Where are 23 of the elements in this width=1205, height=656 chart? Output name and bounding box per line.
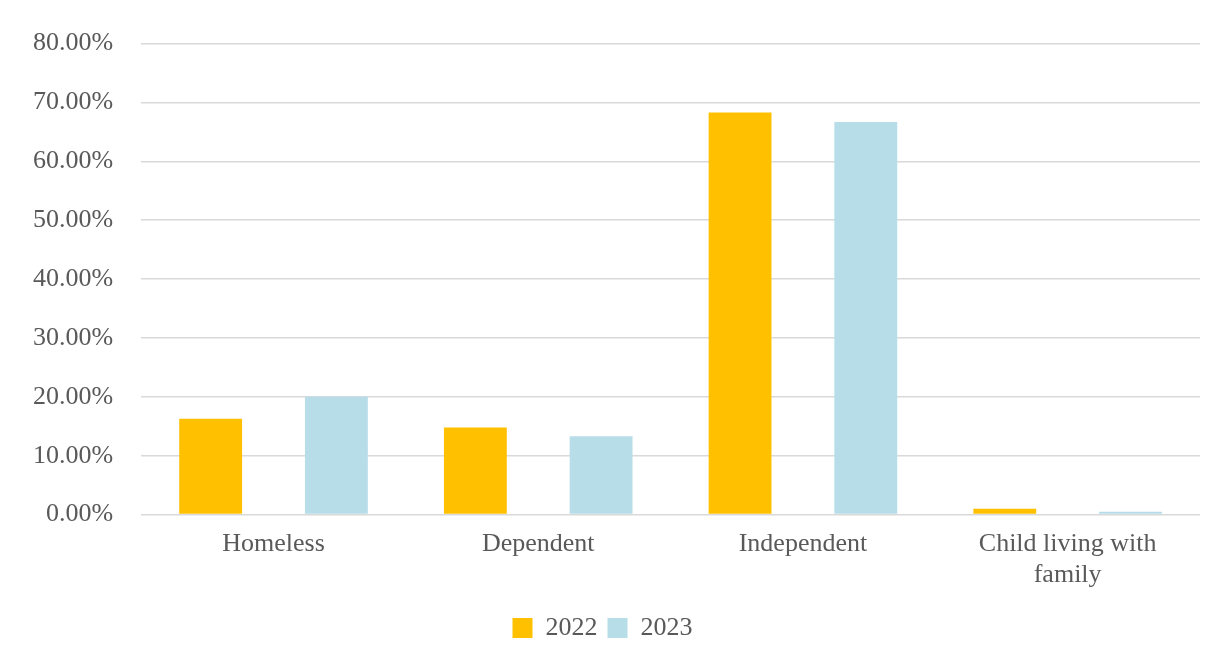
- y-tick-label: 40.00%: [32, 262, 114, 292]
- y-tick-label: 20.00%: [32, 380, 114, 410]
- y-tick-label: 80.00%: [32, 27, 114, 57]
- bar: [179, 418, 243, 514]
- x-tick-label: Homeless: [222, 528, 325, 558]
- y-tick-label: 70.00%: [32, 86, 114, 116]
- y-tick-label: 10.00%: [32, 439, 114, 469]
- y-tick-label: 60.00%: [32, 145, 114, 175]
- bar: [708, 112, 772, 514]
- bar: [834, 121, 898, 514]
- bar: [569, 436, 633, 514]
- x-tick-label: Independent: [738, 528, 868, 558]
- legend-label: 2022: [545, 611, 598, 641]
- bar: [304, 396, 368, 514]
- y-tick-label: 50.00%: [32, 204, 114, 234]
- bar: [1099, 511, 1162, 514]
- x-tick-label: Child living with family: [978, 528, 1157, 589]
- bar: [443, 427, 507, 514]
- legend-label: 2023: [640, 611, 693, 641]
- bar: [973, 508, 1037, 514]
- y-tick-label: 30.00%: [32, 321, 114, 351]
- x-tick-label: Dependent: [481, 528, 596, 558]
- y-tick-label: 0.00%: [45, 498, 114, 528]
